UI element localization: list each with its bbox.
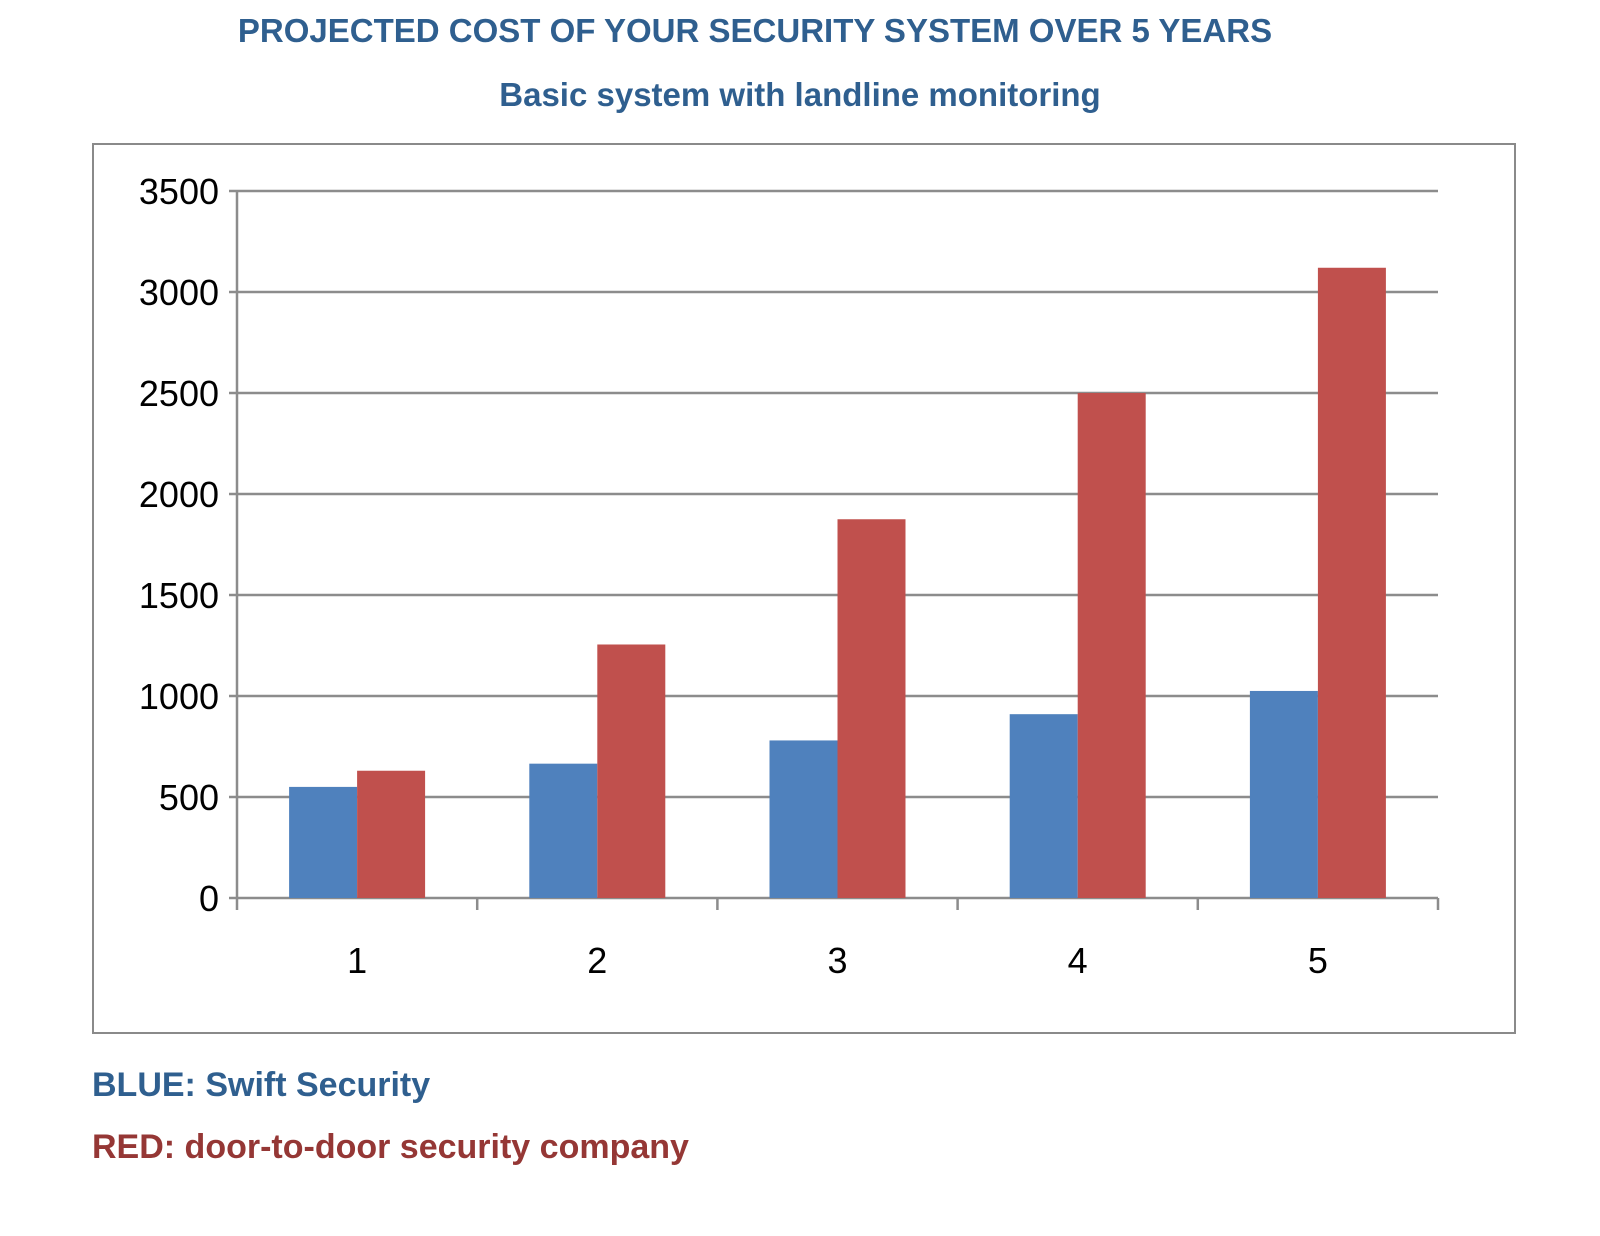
bar-series-1-cat-2 — [529, 763, 598, 898]
x-tick-label: 5 — [1308, 940, 1328, 981]
bar-series-1-cat-1 — [289, 786, 358, 898]
x-tick-label: 2 — [587, 940, 607, 981]
chart-subtitle: Basic system with landline monitoring — [499, 76, 1101, 113]
chart-frame: 0 500 1000 1500 2000 2500 3000 3500 1 2 3 4 5 — [92, 143, 1516, 1034]
y-tick-label: 3000 — [139, 272, 219, 313]
bar-series-1-cat-4 — [1009, 714, 1078, 898]
y-tick-label: 1000 — [139, 676, 219, 717]
bar-series-2-cat-4 — [1077, 393, 1146, 898]
legend-note-blue: BLUE: Swift Security — [92, 1066, 431, 1104]
x-tick-label: 1 — [347, 940, 367, 981]
y-tick-label: 1500 — [139, 575, 219, 616]
y-tick-label: 2000 — [139, 474, 219, 515]
bar-series-2-cat-1 — [357, 770, 426, 898]
x-tick-label: 3 — [827, 940, 847, 981]
bar-chart: 0 500 1000 1500 2000 2500 3000 3500 1 2 3 4 5 — [139, 171, 1440, 981]
bar-series-2-cat-2 — [597, 644, 666, 898]
bar-series-2-cat-3 — [837, 519, 906, 898]
bar-series-2-cat-5 — [1317, 267, 1386, 898]
chart-title: PROJECTED COST OF YOUR SECURITY SYSTEM O… — [237, 12, 1273, 49]
bar-series-1-cat-3 — [769, 740, 838, 898]
x-tick-label: 4 — [1068, 940, 1088, 981]
y-tick-label: 3500 — [139, 171, 219, 212]
y-tick-label: 2500 — [139, 373, 219, 414]
bar-series-1-cat-5 — [1249, 690, 1318, 898]
y-tick-label: 500 — [159, 777, 219, 818]
y-tick-label: 0 — [199, 878, 219, 919]
legend-note-red: RED: door-to-door security company — [92, 1128, 689, 1166]
